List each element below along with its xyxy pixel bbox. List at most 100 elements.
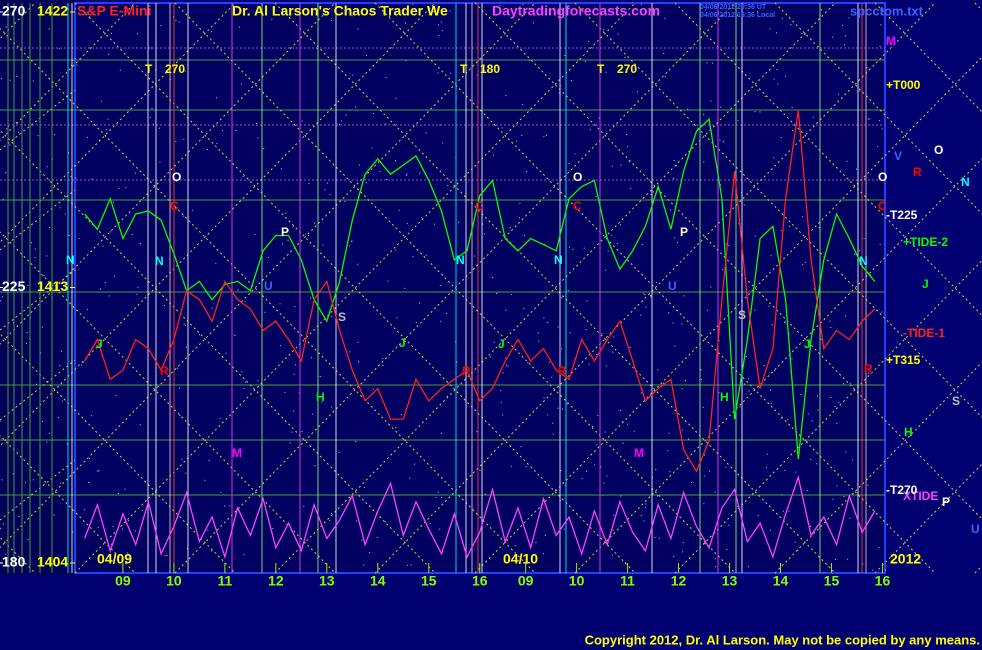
star xyxy=(562,408,564,410)
star xyxy=(832,36,834,38)
star xyxy=(568,163,570,165)
star xyxy=(66,443,68,445)
annotation: C xyxy=(573,199,582,213)
star xyxy=(743,383,745,385)
star xyxy=(655,281,657,283)
lattice-line xyxy=(74,2,636,574)
star xyxy=(303,506,305,508)
star xyxy=(812,116,814,118)
star xyxy=(601,333,603,335)
star xyxy=(507,365,509,367)
star xyxy=(771,324,773,326)
star xyxy=(714,491,716,493)
star xyxy=(527,362,529,364)
star xyxy=(25,482,27,484)
star xyxy=(668,312,670,314)
lattice-line xyxy=(0,2,436,447)
star xyxy=(657,369,659,371)
star xyxy=(70,175,72,177)
star xyxy=(784,321,786,323)
annotation: S xyxy=(738,308,746,322)
star xyxy=(574,153,576,155)
star xyxy=(800,394,802,396)
star xyxy=(636,91,638,93)
star xyxy=(710,286,712,288)
star xyxy=(292,226,294,228)
lattice-line xyxy=(374,2,936,574)
star xyxy=(310,297,312,299)
annotation: N xyxy=(554,253,563,267)
star xyxy=(522,4,524,6)
star xyxy=(773,78,775,80)
star xyxy=(685,380,687,382)
star xyxy=(75,177,77,179)
star xyxy=(595,196,597,198)
star xyxy=(505,95,507,97)
star xyxy=(528,60,530,62)
star xyxy=(770,402,772,404)
star xyxy=(591,426,593,428)
star xyxy=(18,131,20,133)
star xyxy=(102,245,104,247)
annotation: -T225 xyxy=(886,208,918,222)
star xyxy=(164,305,166,307)
star xyxy=(117,492,119,494)
star xyxy=(791,358,793,360)
star xyxy=(264,311,266,313)
star xyxy=(765,466,767,468)
star xyxy=(191,209,193,211)
star xyxy=(586,470,588,472)
x-tick-label: 14 xyxy=(370,573,386,589)
annotation: M xyxy=(232,446,242,460)
star xyxy=(804,261,806,263)
star xyxy=(48,28,50,30)
star xyxy=(9,144,11,146)
star xyxy=(511,465,513,467)
star xyxy=(617,33,619,35)
lattice-line xyxy=(0,2,136,142)
star xyxy=(554,12,556,14)
star xyxy=(763,365,765,367)
star xyxy=(376,536,378,538)
star xyxy=(598,117,600,119)
star xyxy=(879,243,881,245)
star xyxy=(91,178,93,180)
lattice-line xyxy=(0,231,336,574)
star xyxy=(1,78,3,80)
star xyxy=(108,53,110,55)
star xyxy=(603,482,605,484)
star xyxy=(98,469,100,471)
star xyxy=(244,301,246,303)
star xyxy=(280,168,282,170)
star xyxy=(493,341,495,343)
star xyxy=(544,534,546,536)
star xyxy=(703,503,705,505)
star xyxy=(557,326,559,328)
star xyxy=(166,555,168,557)
star xyxy=(640,392,642,394)
star xyxy=(257,380,259,382)
star xyxy=(476,431,478,433)
star xyxy=(234,334,236,336)
star xyxy=(802,216,804,218)
star xyxy=(319,376,321,378)
star xyxy=(769,529,771,531)
star xyxy=(607,250,609,252)
star xyxy=(705,9,707,11)
star xyxy=(12,322,14,324)
star xyxy=(652,476,654,478)
star xyxy=(525,466,527,468)
left-lattice xyxy=(0,269,76,331)
star xyxy=(804,142,806,144)
star xyxy=(543,243,545,245)
star xyxy=(493,154,495,156)
star xyxy=(663,53,665,55)
star xyxy=(672,178,674,180)
star xyxy=(802,263,804,265)
star xyxy=(844,35,846,37)
annotation: N xyxy=(155,254,164,268)
annotation: N xyxy=(66,253,75,267)
star xyxy=(669,471,671,473)
star xyxy=(442,142,444,144)
star xyxy=(773,157,775,159)
